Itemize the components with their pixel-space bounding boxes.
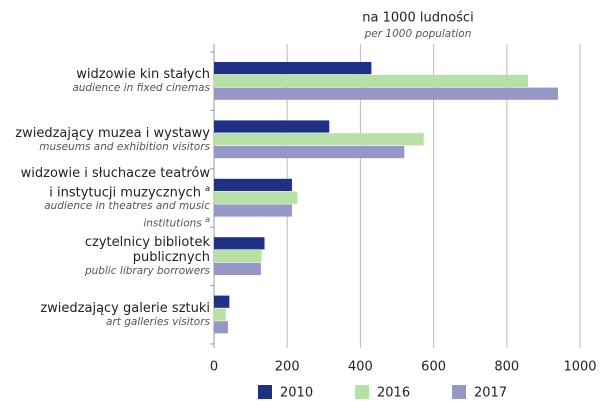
category-text-en: audience in fixed cinemas — [72, 82, 210, 95]
legend-label: 2010 — [280, 386, 313, 401]
bar — [214, 146, 405, 159]
footnote-mark: a — [205, 214, 210, 224]
bar — [214, 87, 559, 100]
category-name: zwiedzający galerie sztuki — [0, 301, 210, 316]
legend-label: 2017 — [474, 386, 507, 401]
bar — [214, 237, 265, 250]
category-label: widzowie kin stałych audience in fixed ci… — [0, 67, 210, 95]
category-text: widzowie kin stałych — [76, 67, 210, 83]
bar — [214, 308, 226, 321]
x-tick-label: 200 — [275, 360, 300, 375]
category-text-en: audience in theatres and music instituti… — [44, 199, 210, 230]
category-text-en: public library borrowers — [84, 264, 210, 277]
bar — [214, 133, 424, 146]
category-name-en: art galleries visitors — [0, 316, 210, 329]
bar — [214, 204, 292, 217]
x-tick-label: 400 — [348, 360, 373, 375]
legend-swatch — [452, 385, 466, 399]
category-text: zwiedzający galerie sztuki — [40, 300, 210, 316]
bar — [214, 262, 261, 275]
chart-title: na 1000 ludności — [362, 11, 473, 26]
bar — [214, 74, 529, 87]
category-label: zwiedzający galerie sztuki art galleries … — [0, 301, 210, 329]
bar — [214, 120, 330, 133]
category-text-en: art galleries visitors — [106, 315, 210, 328]
category-name: czytelnicy bibliotek publicznych — [50, 235, 210, 265]
chart-subtitle: per 1000 population — [364, 28, 472, 40]
legend-swatch — [355, 385, 369, 399]
category-label: czytelnicy bibliotek publicznych public l… — [50, 235, 210, 278]
legend-label: 2016 — [377, 386, 410, 401]
legend-swatch — [258, 385, 272, 399]
category-name: widzowie kin stałych — [0, 67, 210, 82]
category-name-en: audience in theatres and music instituti… — [20, 200, 210, 231]
category-text: widzowie i słuchacze teatrów i instytucj… — [20, 165, 210, 200]
category-label: zwiedzający muzea i wystawy museums and e… — [0, 126, 210, 154]
x-tick-label: 600 — [421, 360, 446, 375]
x-tick-label: 1000 — [563, 360, 596, 375]
bar — [214, 295, 230, 308]
footnote-mark: a — [205, 183, 210, 193]
category-name-en: museums and exhibition visitors — [0, 141, 210, 154]
category-name: widzowie i słuchacze teatrów i instytucj… — [20, 166, 210, 200]
category-name-en: audience in fixed cinemas — [0, 82, 210, 95]
category-label: widzowie i słuchacze teatrów i instytucj… — [20, 166, 210, 231]
category-text: czytelnicy bibliotek publicznych — [84, 234, 210, 265]
category-name: zwiedzający muzea i wystawy — [0, 126, 210, 141]
x-tick-label: 800 — [494, 360, 519, 375]
category-text: zwiedzający muzea i wystawy — [15, 125, 210, 141]
x-tick-label: 0 — [210, 360, 218, 375]
bar — [214, 62, 372, 75]
bar — [214, 178, 292, 191]
category-text-en: museums and exhibition visitors — [39, 140, 210, 153]
bar — [214, 321, 228, 334]
category-name-en: public library borrowers — [50, 265, 210, 278]
bar — [214, 250, 262, 263]
bar — [214, 191, 298, 204]
